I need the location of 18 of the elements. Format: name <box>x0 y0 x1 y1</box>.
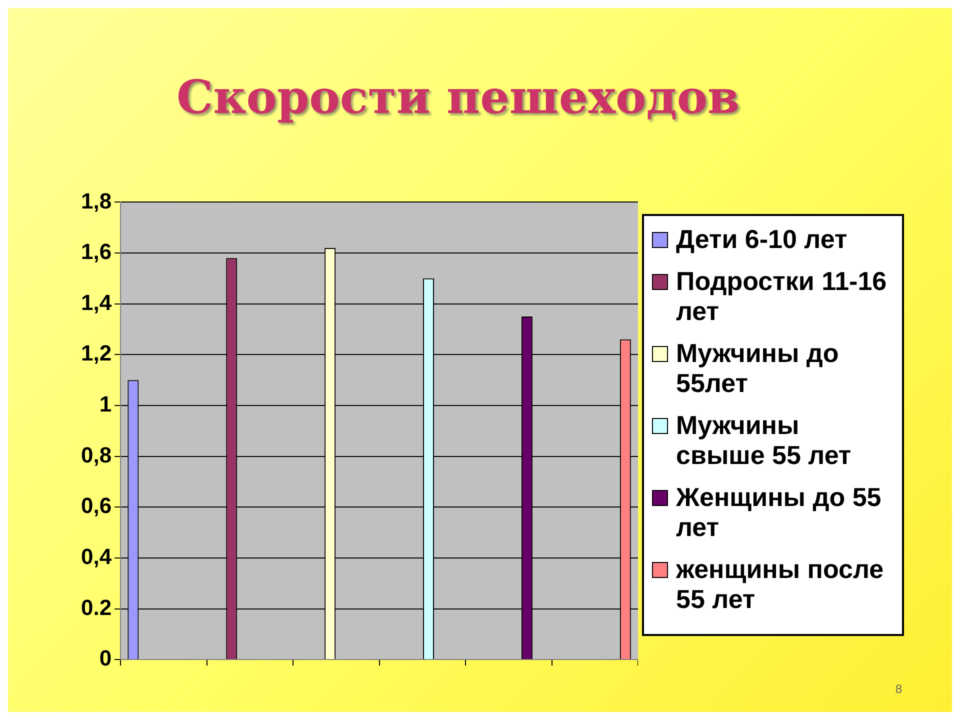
chart-title: Скорости пешеходов <box>175 70 741 124</box>
y-tick-label: 1 <box>99 392 112 417</box>
y-tick-label: 1,8 <box>80 188 112 214</box>
y-tick-label: 1,2 <box>80 340 112 366</box>
y-tick-label: 0,8 <box>80 442 112 468</box>
legend-label: Дети 6-10 лет <box>676 224 848 254</box>
legend-label: Мужчины свыше 55 лет <box>676 410 852 470</box>
legend-label: Женщины до 55 лет <box>676 482 882 542</box>
legend-label: Подростки 11-16 лет <box>676 266 888 326</box>
y-tick-label: 0,6 <box>80 493 112 518</box>
y-tick-label: 0,4 <box>80 544 112 570</box>
text: 8 <box>895 682 902 696</box>
y-tick-label: 1,6 <box>80 239 112 264</box>
legend-label: Мужчины до 55лет <box>676 338 840 398</box>
y-tick-label: 0.2 <box>80 594 112 620</box>
y-tick-label: 0 <box>99 646 112 671</box>
legend-label: женщины после 55 лет <box>676 554 885 614</box>
y-tick-label: 1,4 <box>80 290 112 315</box>
